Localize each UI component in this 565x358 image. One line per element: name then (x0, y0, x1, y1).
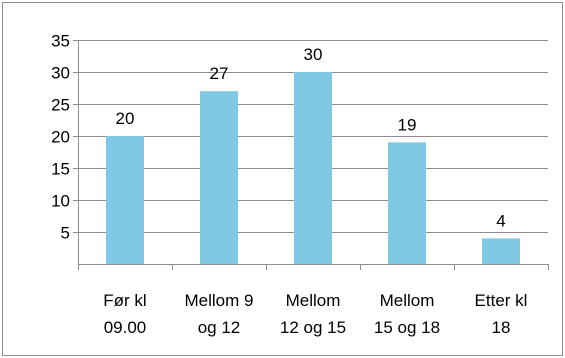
data-label-3: 19 (398, 115, 417, 134)
y-tick-label-35: 35 (51, 32, 70, 51)
y-tick-label-30: 30 (51, 64, 70, 83)
data-label-4: 4 (496, 211, 505, 230)
y-tick-label-25: 25 (51, 96, 70, 115)
y-tick-label-20: 20 (51, 128, 70, 147)
data-label-0: 20 (116, 109, 135, 128)
category-label-1-line-0: Mellom 9 (185, 291, 254, 310)
category-label-2-line-1: 12 og 15 (280, 318, 346, 337)
bar-0 (106, 136, 144, 264)
bar-4 (482, 238, 520, 264)
labels: 5 10 15 20 25 30 35 20 Før kl 09.00 27 Mellom 9 og 1… (51, 32, 527, 338)
category-label-1-line-1: og 12 (198, 318, 241, 337)
category-label-4-line-1: 18 (492, 318, 511, 337)
bar-2 (294, 72, 332, 264)
y-tick-label-15: 15 (51, 160, 70, 179)
category-label-0-line-1: 09.00 (104, 318, 147, 337)
category-label-2-line-0: Mellom (286, 291, 341, 310)
bar-1 (200, 91, 238, 264)
data-label-1: 27 (210, 64, 229, 83)
y-tick-label-10: 10 (51, 192, 70, 211)
category-label-0-line-0: Før kl (103, 291, 146, 310)
bars (106, 72, 520, 264)
bar-3 (388, 142, 426, 264)
axes (73, 40, 549, 270)
data-label-2: 30 (304, 45, 323, 64)
y-tick-label-5: 5 (61, 224, 70, 243)
category-label-4-line-0: Etter kl (475, 291, 528, 310)
category-label-3-line-0: Mellom (380, 291, 435, 310)
category-label-3-line-1: 15 og 18 (374, 318, 440, 337)
